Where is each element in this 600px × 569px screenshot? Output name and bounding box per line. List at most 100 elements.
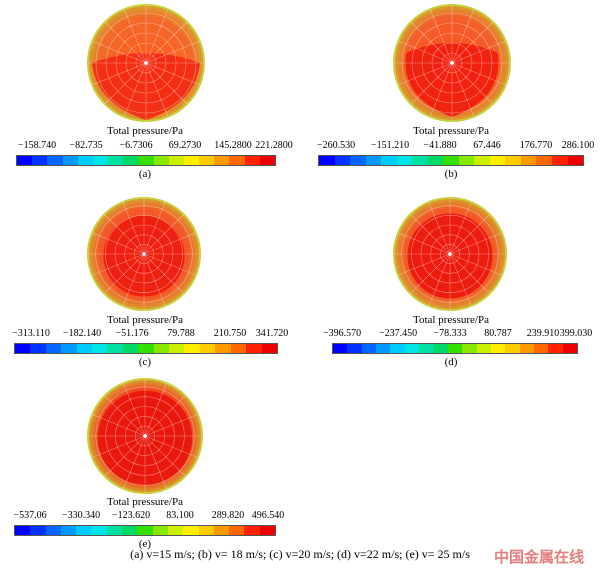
tick-label: −82.735 bbox=[69, 140, 103, 151]
colorbar-segment bbox=[32, 156, 48, 165]
watermark: 中国金属在线 bbox=[493, 548, 584, 566]
panel-e: Total pressure/Pa −537.06 −330.340 −123.… bbox=[0, 374, 290, 554]
colorbar-segment bbox=[199, 344, 216, 353]
colorbar-segment bbox=[45, 344, 62, 353]
colorbar-segment bbox=[183, 156, 200, 165]
tick-label: −182.140 bbox=[62, 328, 102, 339]
tick-label: 145.2800 bbox=[214, 140, 252, 151]
figure-caption: (a) v=15 m/s; (b) v= 18 m/s; (c) v=20 m/… bbox=[130, 547, 470, 561]
tick-label: 239.910 bbox=[526, 328, 560, 339]
panel-c: Total pressure/Pa −313.110 −182.140 −51.… bbox=[0, 193, 290, 373]
colorbar-segment bbox=[536, 156, 552, 165]
pressure-disc-d bbox=[392, 196, 508, 312]
colorbar-segment bbox=[169, 344, 185, 353]
colorbar-segment bbox=[123, 156, 139, 165]
tick-labels-e: −537.06 −330.340 −123.620 83.100 289.820… bbox=[0, 510, 290, 524]
colorbar-segment bbox=[122, 344, 139, 353]
colorbar-segment bbox=[261, 344, 277, 353]
tick-label: 67.446 bbox=[473, 140, 501, 151]
colorbar-segment bbox=[244, 156, 260, 165]
colorbar-segment bbox=[15, 526, 31, 535]
colorbar-segment bbox=[230, 344, 247, 353]
colorbar-segment bbox=[520, 156, 537, 165]
tick-label: −151.210 bbox=[370, 140, 410, 151]
pressure-disc-e bbox=[86, 377, 204, 495]
colorbar-segment bbox=[76, 526, 92, 535]
colorbar-segment bbox=[567, 156, 584, 165]
panel-a: Total pressure/Pa −158.740 −82.735 −6.73… bbox=[0, 0, 293, 180]
colorbar-segment bbox=[419, 344, 434, 353]
colorbar-segment bbox=[350, 156, 366, 165]
colorbar-segment bbox=[76, 344, 93, 353]
colorbar-segment bbox=[168, 156, 184, 165]
tick-label: 289.820 bbox=[211, 510, 245, 521]
colorbar-segment bbox=[490, 344, 506, 353]
tick-labels-d: −396.570 −237.450 −78.333 80.787 239.910… bbox=[306, 328, 596, 342]
pressure-disc-c bbox=[86, 196, 202, 312]
tick-label: −237.450 bbox=[378, 328, 418, 339]
colorbar-segment bbox=[92, 344, 108, 353]
colorbar-segment bbox=[138, 156, 154, 165]
colorbar-segment bbox=[244, 526, 260, 535]
colorbar-segment bbox=[427, 156, 444, 165]
legend-title-d: Total pressure/Pa bbox=[413, 314, 489, 326]
tick-labels-c: −313.110 −182.140 −51.176 79.788 210.750… bbox=[0, 328, 290, 342]
colorbar-segment bbox=[443, 156, 459, 165]
tick-label: 496.540 bbox=[251, 510, 285, 521]
colorbar-segment bbox=[396, 156, 413, 165]
colorbar-segment bbox=[45, 526, 61, 535]
colorbar-segment bbox=[167, 526, 184, 535]
tick-label: −123.620 bbox=[111, 510, 151, 521]
colorbar-segment bbox=[152, 526, 168, 535]
tick-label: −313.110 bbox=[12, 328, 50, 339]
tick-label: 176.770 bbox=[519, 140, 553, 151]
colorbar-segment bbox=[229, 526, 245, 535]
colorbar-segment bbox=[462, 344, 477, 353]
colorbar-segment bbox=[458, 156, 475, 165]
colorbar-segment bbox=[107, 344, 123, 353]
tick-labels-b: −260.530 −151.210 −41.880 67.446 176.770… bbox=[306, 140, 596, 154]
colorbar-segment bbox=[361, 344, 377, 353]
colorbar-segment bbox=[447, 344, 463, 353]
colorbar-segment bbox=[60, 526, 77, 535]
colorbar-segment bbox=[390, 344, 405, 353]
colorbar-segment bbox=[47, 156, 63, 165]
legend-title-e: Total pressure/Pa bbox=[107, 496, 183, 508]
tick-label: 399.030 bbox=[559, 328, 593, 339]
colorbar-segment bbox=[365, 156, 382, 165]
colorbar-segment bbox=[476, 344, 491, 353]
colorbar-segment bbox=[61, 344, 77, 353]
colorbar-segment bbox=[153, 344, 170, 353]
colorbar-segment bbox=[108, 156, 124, 165]
panel-letter-a: (a) bbox=[138, 168, 152, 180]
colorbar-segment bbox=[106, 526, 123, 535]
pressure-disc-a bbox=[87, 4, 205, 122]
colorbar-c bbox=[14, 343, 278, 354]
colorbar-segment bbox=[246, 344, 262, 353]
pressure-disc-b bbox=[393, 4, 511, 122]
colorbar-segment bbox=[551, 156, 568, 165]
tick-label: 69.2730 bbox=[168, 140, 202, 151]
colorbar-segment bbox=[213, 526, 230, 535]
tick-label: −396.570 bbox=[322, 328, 362, 339]
tick-label: −6.7306 bbox=[119, 140, 153, 151]
colorbar-segment bbox=[319, 156, 335, 165]
tick-label: −260.530 bbox=[316, 140, 356, 151]
tick-label: 341.720 bbox=[255, 328, 289, 339]
colorbar-segment bbox=[489, 156, 506, 165]
colorbar-b bbox=[318, 155, 584, 166]
colorbar-segment bbox=[505, 156, 521, 165]
panel-b: Total pressure/Pa −260.530 −151.210 −41.… bbox=[306, 0, 596, 180]
colorbar-segment bbox=[184, 344, 200, 353]
colorbar-segment bbox=[259, 156, 275, 165]
colorbar-segment bbox=[198, 526, 214, 535]
colorbar-segment bbox=[534, 344, 549, 353]
legend-title-a: Total pressure/Pa bbox=[107, 125, 183, 137]
tick-label: 80.787 bbox=[484, 328, 512, 339]
colorbar-segment bbox=[333, 344, 348, 353]
tick-label: −330.340 bbox=[61, 510, 101, 521]
tick-label: −537.06 bbox=[13, 510, 47, 521]
colorbar-segment bbox=[259, 526, 276, 535]
tick-label: −51.176 bbox=[115, 328, 149, 339]
colorbar-segment bbox=[505, 344, 520, 353]
